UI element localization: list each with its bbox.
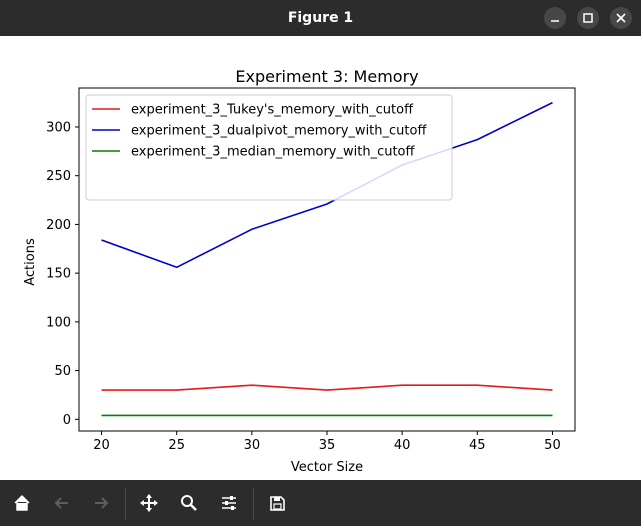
minimize-icon — [551, 20, 559, 22]
x-axis-label: Vector Size — [291, 460, 363, 475]
toolbar-separator — [125, 488, 126, 520]
maximize-icon — [583, 13, 593, 23]
save-button[interactable] — [262, 488, 292, 518]
x-tick-label: 40 — [394, 438, 411, 453]
home-button[interactable] — [7, 488, 37, 518]
legend-box — [85, 94, 453, 201]
x-tick-label: 20 — [93, 438, 110, 453]
floppy-disk-icon — [270, 496, 285, 511]
title-bar: Figure 1 — [0, 0, 641, 36]
x-tick-label: 35 — [319, 438, 336, 453]
y-tick-label: 100 — [46, 315, 71, 330]
y-tick-label: 200 — [46, 218, 71, 233]
back-button[interactable] — [47, 488, 77, 518]
y-axis-label: Actions — [23, 238, 38, 286]
y-tick-label: 150 — [46, 267, 71, 282]
y-tick-label: 0 — [63, 413, 71, 428]
arrow-left-icon — [54, 497, 68, 509]
close-icon — [616, 13, 626, 23]
legend-label: experiment_3_Tukey's_memory_with_cutoff — [131, 103, 414, 118]
x-tick-label: 45 — [469, 438, 486, 453]
y-tick-label: 50 — [54, 364, 71, 379]
forward-button[interactable] — [86, 488, 116, 518]
configure-subplots-button[interactable] — [214, 488, 244, 518]
arrow-right-icon — [95, 497, 109, 509]
legend-label: experiment_3_median_memory_with_cutoff — [131, 145, 416, 160]
x-tick-label: 25 — [168, 438, 185, 453]
x-tick-label: 30 — [244, 438, 261, 453]
line-chart[interactable]: Experiment 3: Memory Vector Size Actions… — [0, 36, 641, 480]
y-tick-label: 300 — [46, 120, 71, 135]
y-tick-label: 250 — [46, 169, 71, 184]
series-line-1 — [101, 101, 553, 269]
minimize-button[interactable] — [544, 7, 566, 29]
sliders-icon — [222, 496, 236, 510]
move-icon — [140, 494, 158, 512]
x-tick-label: 50 — [544, 438, 561, 453]
navigation-toolbar — [0, 480, 641, 526]
x-axis: 20 25 30 35 40 45 50 — [93, 431, 561, 453]
close-button[interactable] — [610, 7, 632, 29]
toolbar-separator — [253, 488, 254, 520]
pan-button[interactable] — [134, 488, 164, 518]
series-group — [101, 101, 553, 417]
y-axis: 0 50 100 150 200 250 300 — [46, 120, 79, 428]
window-title: Figure 1 — [287, 10, 354, 26]
legend-label: experiment_3_dualpivot_memory_with_cutof… — [131, 124, 427, 139]
series-line-0 — [101, 384, 553, 391]
magnifier-icon — [181, 495, 197, 511]
home-icon — [14, 495, 30, 511]
figure-canvas[interactable]: Experiment 3: Memory Vector Size Actions… — [0, 36, 641, 480]
maximize-button[interactable] — [577, 7, 599, 29]
legend: experiment_3_Tukey's_memory_with_cutoffe… — [85, 94, 453, 201]
chart-title: Experiment 3: Memory — [235, 67, 418, 86]
zoom-button[interactable] — [174, 488, 204, 518]
